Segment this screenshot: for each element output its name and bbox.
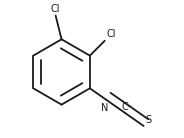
Text: S: S bbox=[145, 115, 151, 125]
Text: C: C bbox=[121, 102, 128, 112]
Text: N: N bbox=[101, 103, 108, 113]
Text: Cl: Cl bbox=[51, 4, 60, 14]
Text: Cl: Cl bbox=[106, 29, 116, 39]
